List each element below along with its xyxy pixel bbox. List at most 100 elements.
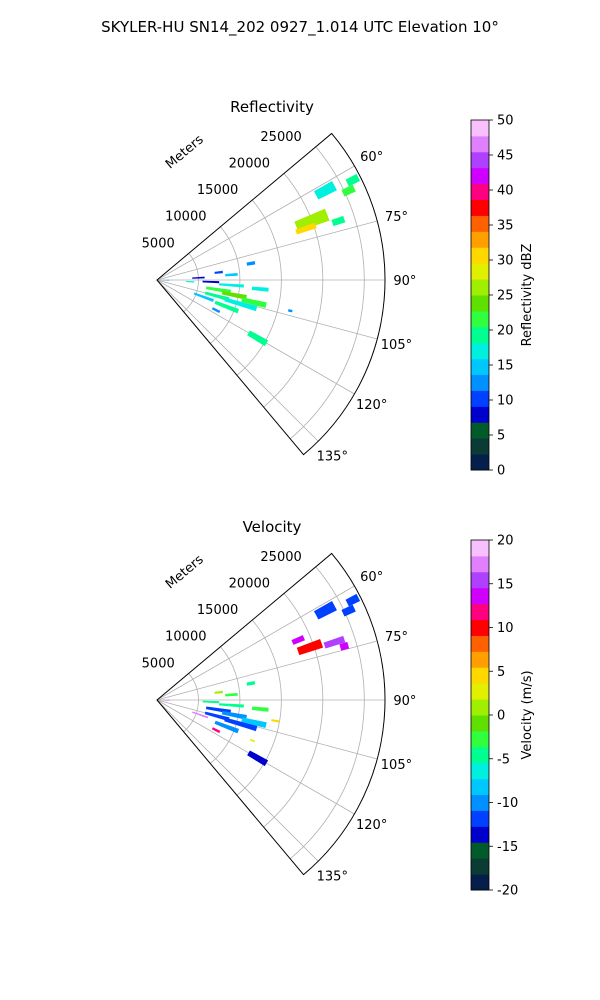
colorbar-segment (471, 587, 489, 605)
echo-cell (221, 710, 247, 720)
colorbar-segment (471, 778, 489, 796)
colorbar-segment (471, 263, 489, 280)
colorbar-segment (471, 374, 489, 391)
echo-cell (192, 276, 205, 279)
echo-cell (192, 711, 209, 719)
velocity-panel: Velocity 60° 75° 90° 105° 120° 135° 5000 10000 15… (142, 518, 535, 899)
range-tick-label: 25000 (260, 130, 301, 145)
colorbar-segment (471, 603, 489, 621)
colorbar-segment (471, 135, 489, 153)
range-tick-label: 25000 (260, 550, 301, 565)
colorbar-tick-label: -20 (497, 884, 518, 899)
echo-cell (296, 639, 324, 656)
range-tick-label: 15000 (197, 183, 238, 198)
range-ring (263, 593, 324, 828)
colorbar-tick-label: 15 (497, 359, 514, 374)
echo-cell (249, 738, 256, 743)
colorbar-segment (471, 619, 489, 636)
echo-cell (271, 719, 280, 723)
colorbar-tick-label: 10 (497, 394, 514, 409)
echo-cell (218, 703, 244, 708)
colorbar-segment (471, 571, 489, 589)
colorbar-tick-label: -5 (497, 752, 510, 767)
sector-outline (156, 552, 386, 876)
colorbar-tick-label: 50 (497, 114, 514, 129)
range-tick-label: 20000 (229, 156, 270, 171)
colorbar-segment (471, 540, 489, 557)
azimuth-tick-label: 75° (385, 630, 408, 645)
azimuth-gridline (156, 279, 319, 442)
colorbar-tick-label: 40 (497, 184, 514, 199)
colorbar-segment (471, 438, 489, 455)
azimuth-gridline (156, 699, 319, 862)
echo-cell (295, 222, 317, 235)
echo-cell (224, 297, 258, 312)
echo-cell (204, 711, 230, 722)
colorbar-segment (471, 842, 489, 859)
colorbar-tick-label: 30 (497, 254, 514, 269)
range-tick-label: 10000 (165, 630, 206, 645)
echo-cell (288, 309, 293, 313)
colorbar-segment (471, 794, 489, 811)
echo-cell (211, 307, 221, 314)
echo-cell (218, 283, 244, 288)
echo-cell (204, 291, 230, 302)
echo-cell (294, 208, 330, 232)
range-ring (263, 173, 324, 408)
range-ring (289, 146, 365, 440)
echo-cell (211, 727, 221, 734)
colorbar-segment (471, 683, 489, 700)
echo-cell (214, 300, 240, 314)
range-tick-label: 5000 (142, 656, 175, 671)
azimuth-tick-label: 105° (381, 758, 412, 773)
colorbar-segment (471, 762, 489, 780)
echo-cell (247, 750, 269, 767)
colorbar-tick-label: 5 (497, 665, 505, 680)
colorbar-segment (471, 120, 489, 137)
colorbar-tick-label: 20 (497, 534, 514, 549)
echo-cell (251, 706, 269, 712)
colorbar-segment (471, 858, 489, 875)
colorbar-tick-label: 20 (497, 324, 514, 339)
echo-cell (225, 272, 238, 277)
echo-cell (313, 180, 337, 200)
colorbar-segment (471, 826, 489, 843)
echo-cell (161, 699, 170, 701)
echo-cell (345, 593, 361, 607)
azimuth-tick-label: 90° (393, 274, 416, 289)
echo-cell (291, 635, 305, 645)
colorbar-tick-label: -10 (497, 796, 518, 811)
echo-cell (247, 330, 269, 347)
figure-title: SKYLER-HU SN14_202 0927_1.014 UTC Elevat… (101, 18, 499, 37)
colorbar-tick-label: 15 (497, 577, 514, 592)
echo-cell (224, 717, 258, 732)
azimuth-gridline (156, 585, 355, 701)
range-ring (289, 566, 365, 860)
colorbar-segment (471, 715, 489, 732)
colorbar-segment (471, 730, 489, 748)
range-ring (236, 199, 282, 376)
colorbar-segment (471, 810, 489, 827)
colorbar-segment (471, 231, 489, 248)
colorbar-segment (471, 215, 489, 232)
colorbar-segment (471, 358, 489, 376)
colorbar-segment (471, 651, 489, 668)
range-ring (236, 619, 282, 796)
echo-cell (225, 692, 238, 697)
colorbar-tick-label: 0 (497, 709, 505, 724)
colorbar-segment (471, 667, 489, 684)
colorbar-label: Velocity (m/s) (520, 670, 535, 759)
colorbar-segment (471, 342, 489, 360)
colorbar-segment (471, 454, 489, 471)
echo-cell (202, 700, 220, 704)
reflectivity-panel: Reflectivity60°75°90°105°120°135°5000100… (142, 98, 535, 479)
azimuth-tick-label: 75° (385, 210, 408, 225)
colorbar-segment (471, 199, 489, 216)
colorbar-segment (471, 422, 489, 439)
range-tick-label: 15000 (197, 603, 238, 618)
echo-cell (214, 690, 223, 694)
echo-cell (221, 290, 247, 300)
colorbar-segment (471, 151, 489, 169)
azimuth-tick-label: 120° (356, 818, 387, 833)
